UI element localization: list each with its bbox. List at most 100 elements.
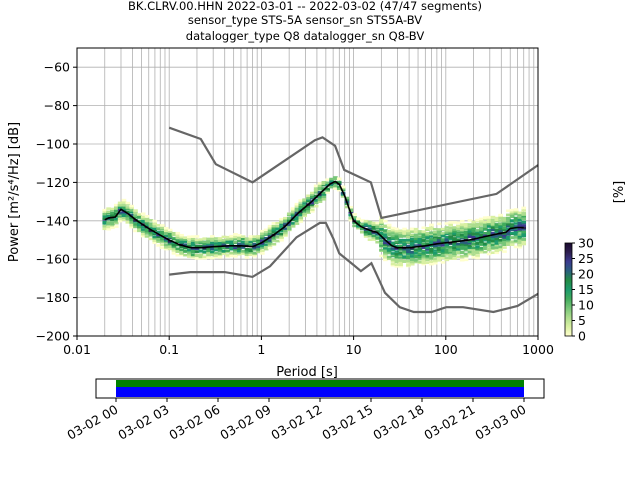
histogram-cell: [509, 225, 515, 229]
histogram-cell: [452, 230, 457, 233]
histogram-cell: [236, 237, 242, 241]
histogram-cell: [229, 242, 234, 246]
histogram-cell: [429, 254, 434, 258]
histogram-cell: [290, 208, 296, 212]
histogram-cell: [129, 216, 134, 220]
histogram-cell: [386, 223, 392, 227]
histogram-cell: [102, 214, 108, 218]
histogram-cell: [452, 252, 457, 256]
histogram-cell: [236, 247, 242, 251]
histogram-cell: [463, 247, 469, 251]
histogram-cell: [386, 238, 392, 241]
histogram-cell: [137, 223, 142, 227]
histogram-cell: [183, 240, 188, 243]
histogram-cell: [371, 227, 377, 230]
histogram-cell: [121, 206, 127, 209]
histogram-cell: [490, 246, 496, 250]
histogram-cell: [463, 230, 469, 234]
histogram-cell: [363, 223, 369, 227]
histogram-cell: [217, 237, 223, 240]
histogram-cell: [398, 256, 404, 259]
histogram-cell: [171, 231, 177, 235]
histogram-cell: [513, 228, 519, 232]
histogram-cell: [479, 223, 484, 226]
histogram-cell: [379, 218, 384, 222]
histogram-cell: [113, 217, 119, 220]
histogram-cell: [498, 227, 503, 230]
histogram-cell: [448, 245, 453, 249]
y-tick-label: −180: [36, 290, 70, 305]
histogram-cell: [267, 246, 273, 250]
histogram-cell: [406, 240, 411, 244]
histogram-cell: [433, 257, 438, 261]
histogram-cell: [502, 238, 507, 242]
histogram-cell: [125, 214, 131, 218]
histogram-cell: [210, 236, 215, 240]
histogram-cell: [286, 212, 292, 216]
histogram-cell: [517, 245, 523, 249]
histogram-cell: [317, 182, 323, 185]
histogram-cell: [225, 240, 231, 243]
histogram-cell: [417, 255, 423, 259]
histogram-cell: [383, 253, 388, 256]
histogram-cell: [486, 240, 492, 244]
histogram-cell: [206, 237, 211, 241]
histogram-cell: [459, 235, 465, 239]
histogram-cell: [490, 241, 496, 244]
histogram-cell: [144, 222, 150, 225]
histogram-cell: [160, 230, 165, 234]
histogram-cell: [444, 235, 450, 239]
histogram-cell: [383, 229, 388, 232]
histogram-cell: [417, 241, 423, 245]
histogram-cell: [490, 223, 496, 226]
histogram-cell: [163, 230, 169, 234]
histogram-cell: [486, 236, 492, 239]
histogram-cell: [125, 221, 131, 224]
histogram-cell: [329, 183, 334, 187]
histogram-cell: [325, 183, 330, 186]
histogram-cell: [310, 205, 315, 208]
histogram-cell: [513, 218, 519, 222]
histogram-cell: [179, 238, 184, 241]
histogram-cell: [152, 241, 158, 244]
histogram-cell: [175, 249, 181, 253]
colorbar-label: [%]: [612, 181, 627, 204]
histogram-cell: [179, 245, 184, 249]
histogram-cell: [298, 199, 304, 202]
histogram-cell: [513, 245, 519, 249]
histogram-cell: [221, 246, 227, 250]
histogram-cell: [425, 232, 430, 235]
histogram-cell: [440, 232, 446, 235]
histogram-cell: [359, 219, 365, 222]
histogram-cell: [409, 250, 415, 254]
y-axis-ticks: −60 −80 −100 −120 −140 −160 −180 −200: [36, 60, 77, 344]
histogram-cell: [379, 227, 384, 230]
histogram-cell: [459, 258, 465, 262]
histogram-cell: [233, 233, 238, 236]
histogram-cell: [433, 234, 438, 237]
histogram-cell: [194, 240, 200, 244]
histogram-cell: [160, 228, 165, 231]
histogram-cell: [398, 241, 404, 244]
histogram-cell: [198, 240, 204, 243]
histogram-cell: [402, 252, 407, 255]
histogram-cell: [436, 238, 442, 242]
histogram-cell: [152, 236, 158, 240]
histogram-cell: [390, 234, 396, 237]
histogram-cell: [506, 241, 511, 245]
histogram-cell: [506, 222, 511, 226]
histogram-cell: [506, 227, 511, 231]
histogram-cell: [506, 209, 511, 213]
histogram-cell: [133, 211, 138, 215]
histogram-cell: [502, 246, 507, 249]
histogram-cell: [398, 264, 404, 268]
histogram-cell: [463, 228, 469, 231]
histogram-cell: [452, 237, 457, 240]
histogram-cell: [110, 222, 115, 226]
histogram-cell: [283, 216, 288, 220]
histogram-cell: [494, 235, 500, 238]
histogram-cell: [244, 249, 250, 253]
histogram-cell: [494, 251, 500, 255]
histogram-cell: [421, 249, 427, 253]
histogram-cell: [421, 226, 427, 230]
